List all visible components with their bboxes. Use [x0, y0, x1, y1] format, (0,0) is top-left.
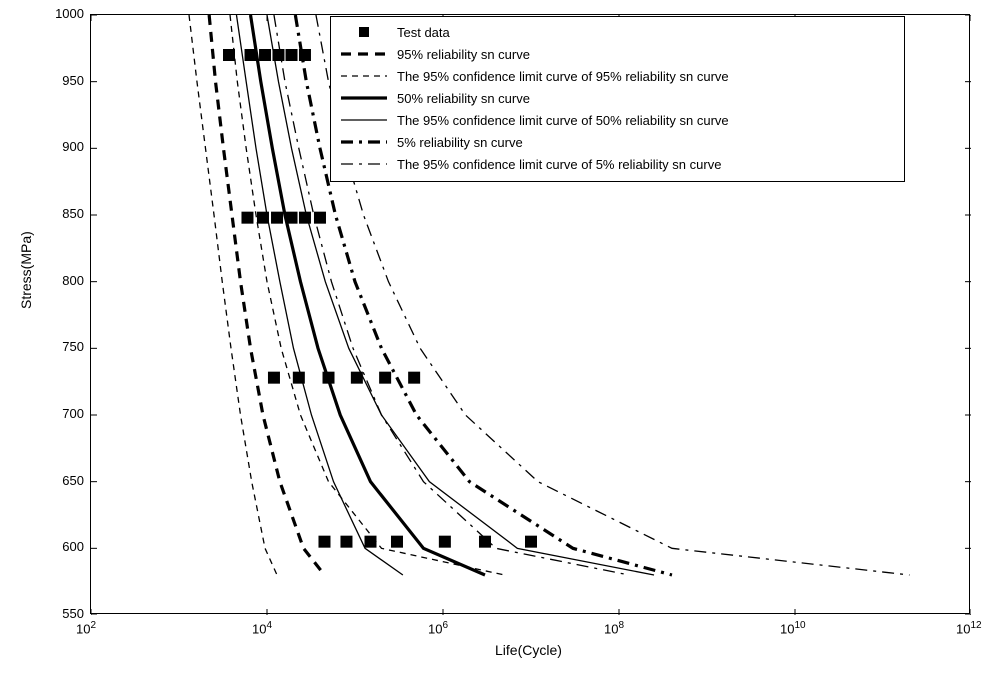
test-point	[439, 536, 451, 548]
y-tick: 1000	[55, 6, 84, 21]
legend-row: 95% reliability sn curve	[339, 43, 896, 65]
y-tick: 650	[62, 473, 84, 488]
legend-swatch	[339, 154, 389, 174]
legend-row: The 95% confidence limit curve of 50% re…	[339, 109, 896, 131]
y-tick: 700	[62, 406, 84, 421]
y-tick: 900	[62, 139, 84, 154]
legend-swatch	[339, 88, 389, 108]
test-point	[286, 212, 298, 224]
test-point	[391, 536, 403, 548]
test-point	[245, 49, 257, 61]
test-point	[318, 536, 330, 548]
x-tick: 108	[604, 620, 624, 636]
test-point	[351, 372, 363, 384]
test-point	[479, 536, 491, 548]
legend-label: 95% reliability sn curve	[397, 47, 530, 62]
test-point	[257, 212, 269, 224]
test-point	[408, 372, 420, 384]
legend-label: The 95% confidence limit curve of 5% rel…	[397, 157, 721, 172]
x-tick: 1010	[780, 620, 806, 636]
legend-label: Test data	[397, 25, 450, 40]
x-tick: 106	[428, 620, 448, 636]
test-point	[525, 536, 537, 548]
test-point	[364, 536, 376, 548]
legend-row: The 95% confidence limit curve of 5% rel…	[339, 153, 896, 175]
x-axis-label: Life(Cycle)	[495, 642, 562, 658]
test-point	[259, 49, 271, 61]
legend-swatch	[339, 22, 389, 42]
x-tick: 1012	[956, 620, 982, 636]
legend-row: 50% reliability sn curve	[339, 87, 896, 109]
x-tick: 104	[252, 620, 272, 636]
y-tick: 850	[62, 206, 84, 221]
legend-row: Test data	[339, 21, 896, 43]
test-point	[340, 536, 352, 548]
test-point	[272, 49, 284, 61]
test-point	[223, 49, 235, 61]
x-tick: 102	[76, 620, 96, 636]
test-point	[286, 49, 298, 61]
legend-label: 50% reliability sn curve	[397, 91, 530, 106]
legend-swatch	[339, 66, 389, 86]
test-point	[323, 372, 335, 384]
test-point	[299, 212, 311, 224]
y-tick: 600	[62, 539, 84, 554]
y-tick: 950	[62, 73, 84, 88]
y-tick: 550	[62, 606, 84, 621]
test-point	[379, 372, 391, 384]
test-point	[299, 49, 311, 61]
legend-label: The 95% confidence limit curve of 50% re…	[397, 113, 729, 128]
y-tick: 750	[62, 339, 84, 354]
legend-swatch	[339, 44, 389, 64]
y-tick: 800	[62, 273, 84, 288]
test-point	[271, 212, 283, 224]
legend-row: The 95% confidence limit curve of 95% re…	[339, 65, 896, 87]
y-axis-label: Stress(MPa)	[18, 231, 34, 309]
test-point	[293, 372, 305, 384]
sn-curve-figure: 102 104 106 108 1010 1012 550 600 650 700 750 800 8…	[0, 0, 1000, 673]
legend: Test data 95% reliability sn curve The 95%…	[330, 16, 905, 182]
curve-95pct-rel	[209, 15, 324, 575]
test-point	[268, 372, 280, 384]
legend-row: 5% reliability sn curve	[339, 131, 896, 153]
legend-label: 5% reliability sn curve	[397, 135, 523, 150]
legend-swatch	[339, 110, 389, 130]
test-point	[314, 212, 326, 224]
legend-swatch	[339, 132, 389, 152]
test-point	[241, 212, 253, 224]
legend-label: The 95% confidence limit curve of 95% re…	[397, 69, 729, 84]
